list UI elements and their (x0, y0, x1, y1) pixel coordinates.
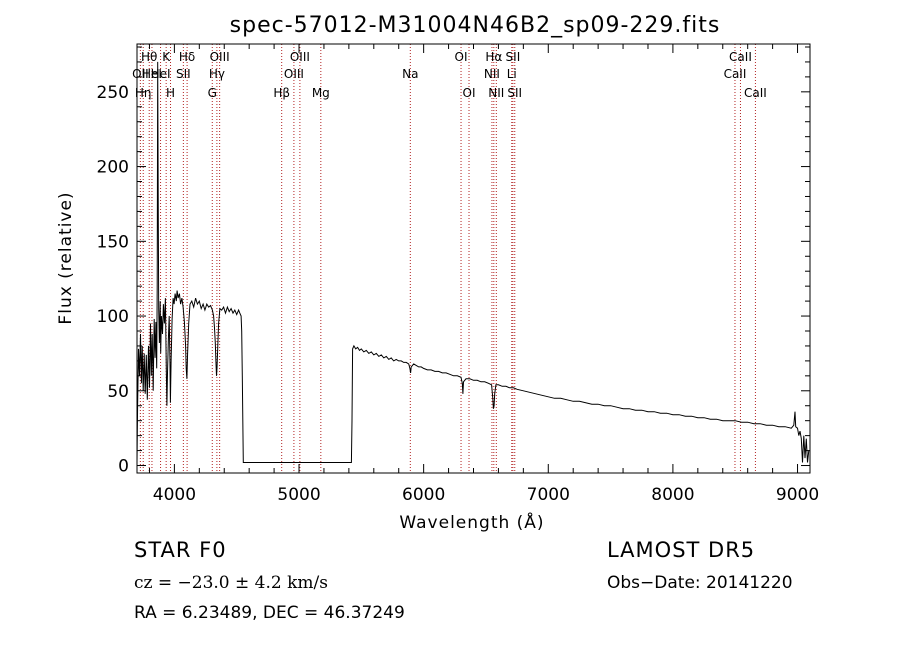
redshift-cz-label: cz = −23.0 ± 4.2 km/s (134, 573, 328, 593)
spectral-line-label: SII (506, 50, 521, 64)
spectral-line-label: Li (507, 67, 517, 81)
spectral-line-labels: OIIHηHθHeIHeIKHSIIHδGHγOIIIHβOIIIOIIIMgN… (132, 50, 767, 100)
ra-dec-label: RA = 6.23489, DEC = 46.37249 (134, 603, 405, 623)
x-tick-label: 8000 (651, 485, 694, 505)
y-tick-label: 100 (97, 307, 129, 327)
spectral-line-label: SII (507, 86, 522, 100)
x-tick-label: 4000 (153, 485, 196, 505)
spectral-line-label: Hθ (141, 50, 157, 64)
y-tick-label: 0 (118, 457, 129, 477)
spectral-line-label: Hα (485, 50, 502, 64)
spectral-line-label: OIII (290, 50, 310, 64)
spectral-line-label: Mg (312, 86, 330, 100)
spectral-line-label: CaII (724, 67, 747, 81)
x-tick-label: 5000 (277, 485, 320, 505)
object-type-label: STAR F0 (134, 538, 227, 562)
spectral-line-label: OIII (284, 67, 304, 81)
spectral-line-label: OI (455, 50, 468, 64)
spectrum-series-line (136, 61, 810, 463)
x-axis-label: Wavelength (Å) (399, 511, 544, 533)
spectral-line-label: NII (484, 67, 500, 81)
spectral-line-label: K (162, 50, 171, 64)
x-tick-label: 6000 (402, 485, 445, 505)
survey-label: LAMOST DR5 (607, 538, 756, 562)
spectral-line-label: Na (402, 67, 418, 81)
spectral-line-label: OIII (210, 50, 230, 64)
spectral-line-label: H (166, 86, 175, 100)
x-tick-label: 9000 (776, 485, 819, 505)
axis-ticks: 4000 5000 6000 7000 8000 9000 0 50 100 150 200 250 (97, 44, 819, 505)
spectral-line-label: G (208, 86, 217, 100)
spectral-line-label: NII (488, 86, 504, 100)
spectral-line-label: OII (132, 67, 149, 81)
spectral-line-label: HeI (142, 67, 162, 81)
chart-title: spec-57012-M31004N46B2_sp09-229.fits (230, 13, 721, 38)
spectral-line-label: Hβ (273, 86, 290, 100)
spectral-line-label: HeI (151, 67, 171, 81)
y-tick-label: 250 (97, 83, 129, 103)
y-tick-label: 150 (97, 232, 129, 252)
spectral-line-label: Hγ (209, 67, 225, 81)
y-tick-label: 200 (97, 158, 129, 178)
y-axis-label: Flux (relative) (56, 191, 76, 324)
spectral-line-label: Hδ (179, 50, 195, 64)
spectral-line-label: SII (176, 67, 191, 81)
spectral-line-label: CaII (729, 50, 752, 64)
x-tick-label: 7000 (527, 485, 570, 505)
obs-date-label: Obs−Date: 20141220 (607, 573, 793, 593)
spectral-line-label: CaII (744, 86, 767, 100)
spectral-line-label: OI (463, 86, 476, 100)
spectral-line-label: Hη (135, 86, 152, 100)
y-tick-label: 50 (107, 382, 129, 402)
